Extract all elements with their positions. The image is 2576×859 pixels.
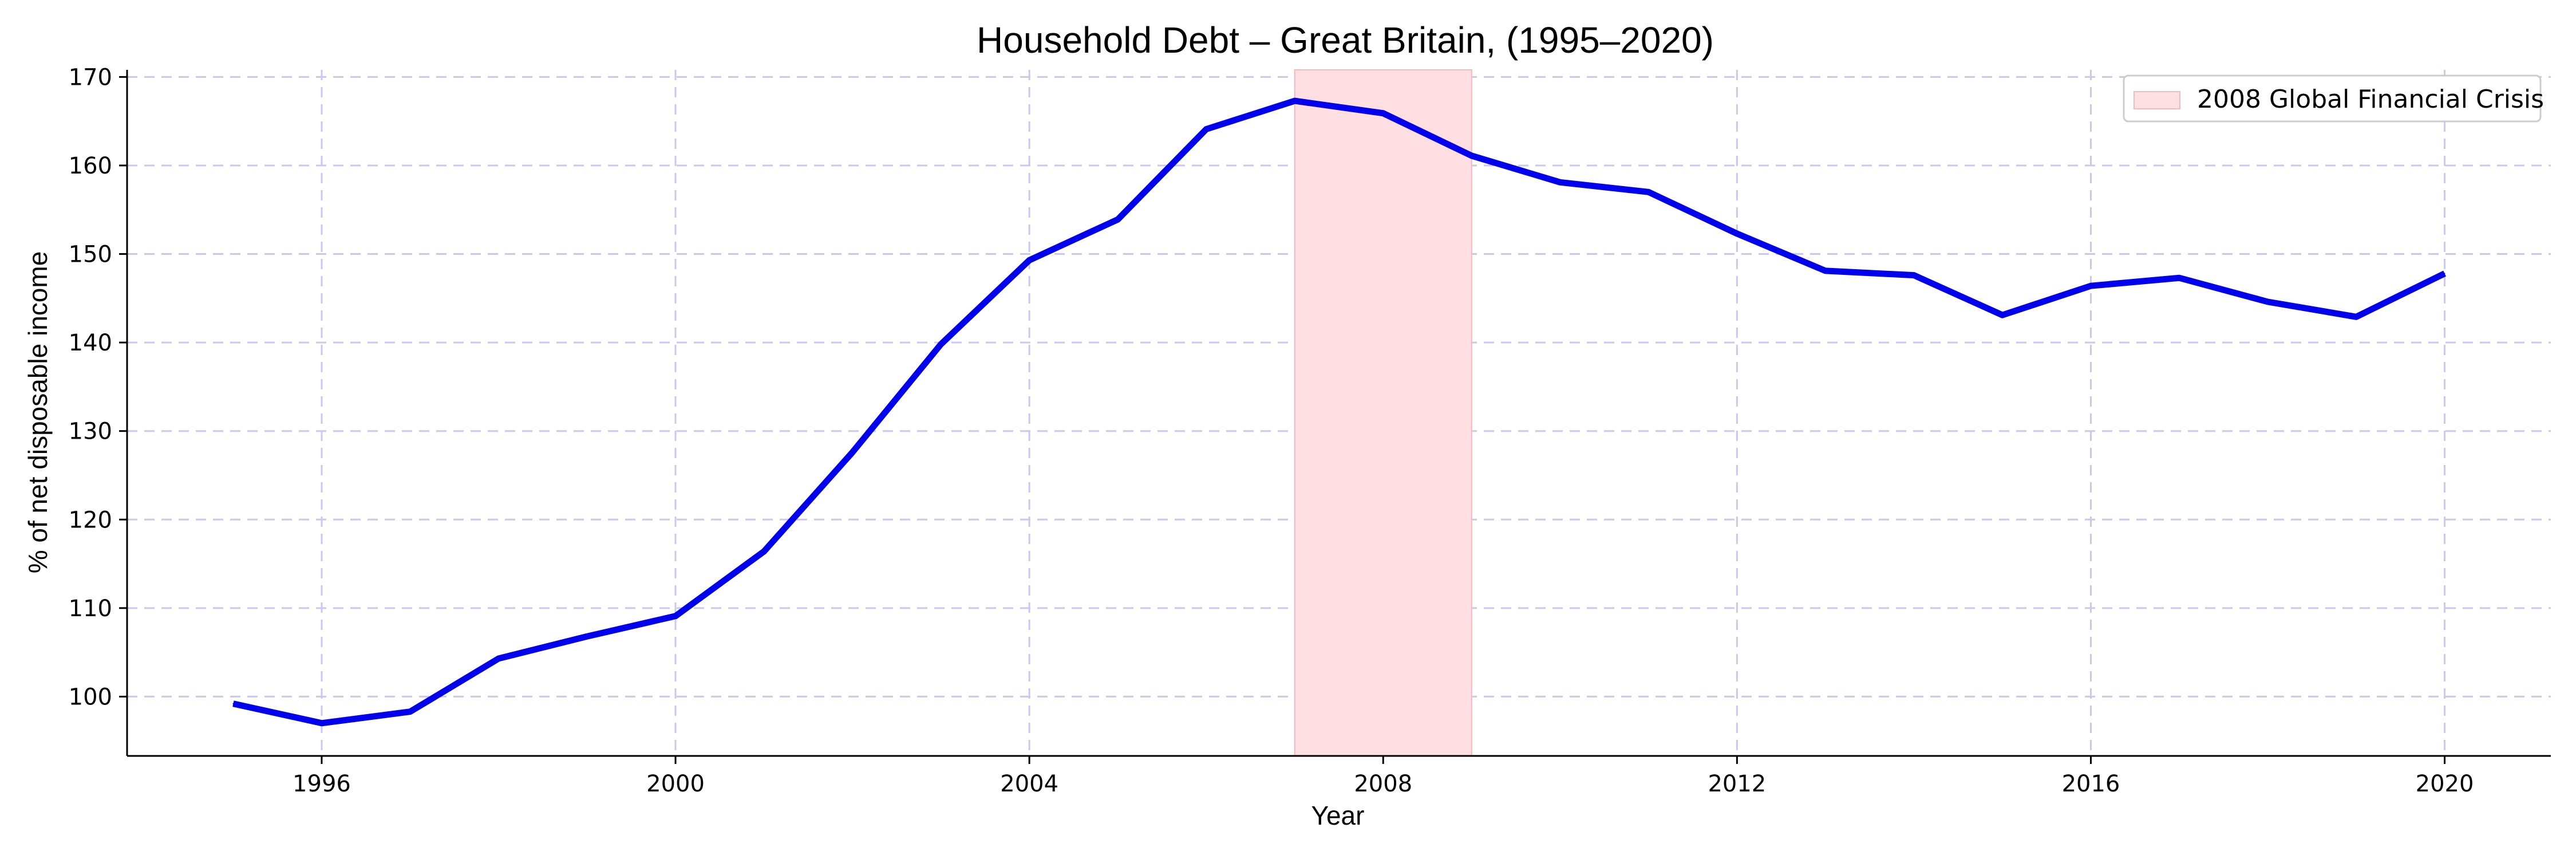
y-tick-label: 120	[69, 507, 112, 533]
data-point	[232, 703, 234, 704]
x-tick-label: 2008	[1354, 771, 1412, 797]
data-point	[1294, 100, 1295, 102]
shaded-region	[1294, 69, 1472, 756]
x-tick-label: 2020	[2416, 771, 2474, 797]
legend-label: 2008 Global Financial Crisis	[2197, 85, 2544, 114]
data-point	[586, 636, 588, 637]
data-point	[1647, 191, 1649, 193]
data-point	[2001, 314, 2003, 316]
data-point	[1824, 270, 1826, 271]
data-point	[2356, 316, 2357, 318]
data-point	[1206, 128, 1207, 130]
x-axis-ticks: 1996 2000 2004 2008 2012 2016 2020	[293, 756, 2474, 797]
data-point	[2178, 277, 2180, 279]
y-axis-ticks: 100 110 120 130 140 150 160 170	[69, 64, 127, 710]
legend-box	[2123, 74, 2542, 123]
data-point	[2090, 285, 2092, 287]
data-point	[763, 550, 765, 552]
legend: 2008 Global Financial Crisis	[2123, 74, 2544, 123]
data-point	[1471, 155, 1472, 156]
y-tick-label: 140	[69, 330, 112, 356]
data-point	[1382, 112, 1384, 114]
data-point	[1117, 219, 1119, 220]
y-tick-label: 110	[69, 596, 112, 622]
x-tick-label: 2016	[2062, 771, 2120, 797]
data-point	[852, 451, 854, 453]
data-point	[1029, 259, 1030, 261]
data-point	[321, 722, 322, 724]
axes	[126, 70, 2551, 757]
y-tick-label: 130	[69, 419, 112, 445]
data-point	[1559, 182, 1561, 183]
y-tick-label: 160	[69, 153, 112, 179]
data-point	[940, 344, 942, 345]
data-point	[2444, 273, 2445, 274]
data-point	[1736, 233, 1738, 234]
y-axis-label: % of net disposable income	[23, 251, 53, 574]
x-tick-label: 2012	[1708, 771, 1766, 797]
y-tick-label: 170	[69, 64, 112, 90]
x-tick-label: 1996	[293, 771, 351, 797]
x-axis-label: Year	[1311, 801, 1365, 830]
legend-swatch	[2134, 91, 2180, 109]
data-point	[1913, 274, 1915, 276]
x-tick-label: 2000	[646, 771, 705, 797]
data-point	[409, 711, 411, 712]
y-tick-label: 100	[69, 684, 112, 710]
x-tick-label: 2004	[1000, 771, 1058, 797]
data-point	[2267, 301, 2269, 303]
y-tick-label: 150	[69, 242, 112, 268]
series-lines	[232, 97, 2446, 727]
data-point	[675, 615, 677, 617]
chart-title: Household Debt – Great Britain, (1995–20…	[977, 19, 1714, 61]
series-line	[232, 97, 2446, 727]
data-point	[498, 657, 500, 659]
shaded-regions	[1294, 69, 1472, 756]
